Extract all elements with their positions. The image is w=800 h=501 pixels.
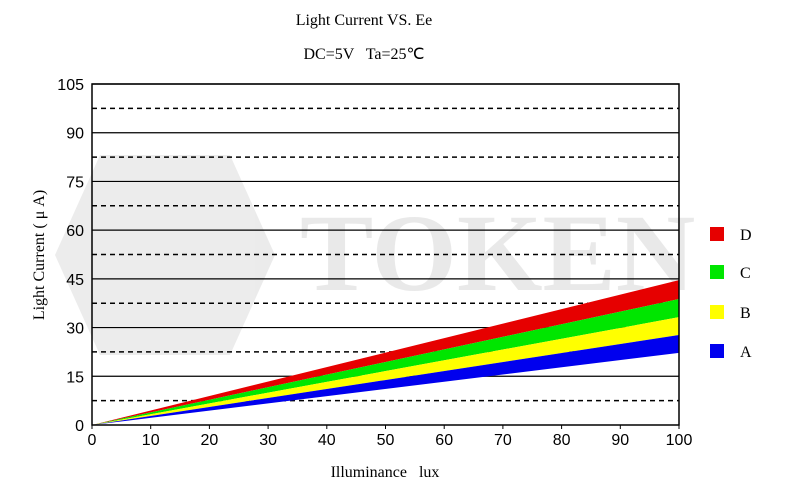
legend-label-D: D xyxy=(740,227,752,244)
x-tick-label: 40 xyxy=(318,432,336,449)
band-C xyxy=(92,298,679,425)
legend-swatch-B xyxy=(710,305,724,319)
x-tick-label: 0 xyxy=(88,432,97,449)
y-tick-label: 30 xyxy=(66,321,84,338)
y-tick-label: 45 xyxy=(66,272,84,289)
x-tick-label: 10 xyxy=(142,432,160,449)
legend-label-B: B xyxy=(740,305,751,322)
band-D xyxy=(92,280,679,425)
y-tick-label: 90 xyxy=(66,126,84,143)
y-tick-label: 105 xyxy=(57,77,84,94)
x-tick-label: 80 xyxy=(553,432,571,449)
x-axis-label: Illuminance lux xyxy=(331,464,440,481)
y-tick-label: 0 xyxy=(75,418,84,435)
x-tick-label: 50 xyxy=(377,432,395,449)
y-tick-label: 60 xyxy=(66,223,84,240)
chart-title: Light Current VS. Ee xyxy=(296,12,433,29)
x-tick-label: 20 xyxy=(201,432,219,449)
legend-swatch-A xyxy=(710,344,724,358)
x-tick-label: 90 xyxy=(611,432,629,449)
legend-label-A: A xyxy=(740,344,752,361)
legend-swatch-D xyxy=(710,227,724,241)
y-tick-label: 75 xyxy=(66,174,84,191)
legend-label-C: C xyxy=(740,265,751,282)
y-tick-label: 15 xyxy=(66,369,84,386)
band-A xyxy=(92,335,679,425)
x-tick-label: 60 xyxy=(435,432,453,449)
y-axis-label: Light Current ( μ A) xyxy=(31,190,48,320)
legend-swatch-C xyxy=(710,265,724,279)
chart-subtitle: DC=5V Ta=25℃ xyxy=(304,46,425,63)
band-B xyxy=(92,317,679,425)
x-tick-label: 70 xyxy=(494,432,512,449)
x-tick-label: 100 xyxy=(666,432,693,449)
x-tick-label: 30 xyxy=(259,432,277,449)
